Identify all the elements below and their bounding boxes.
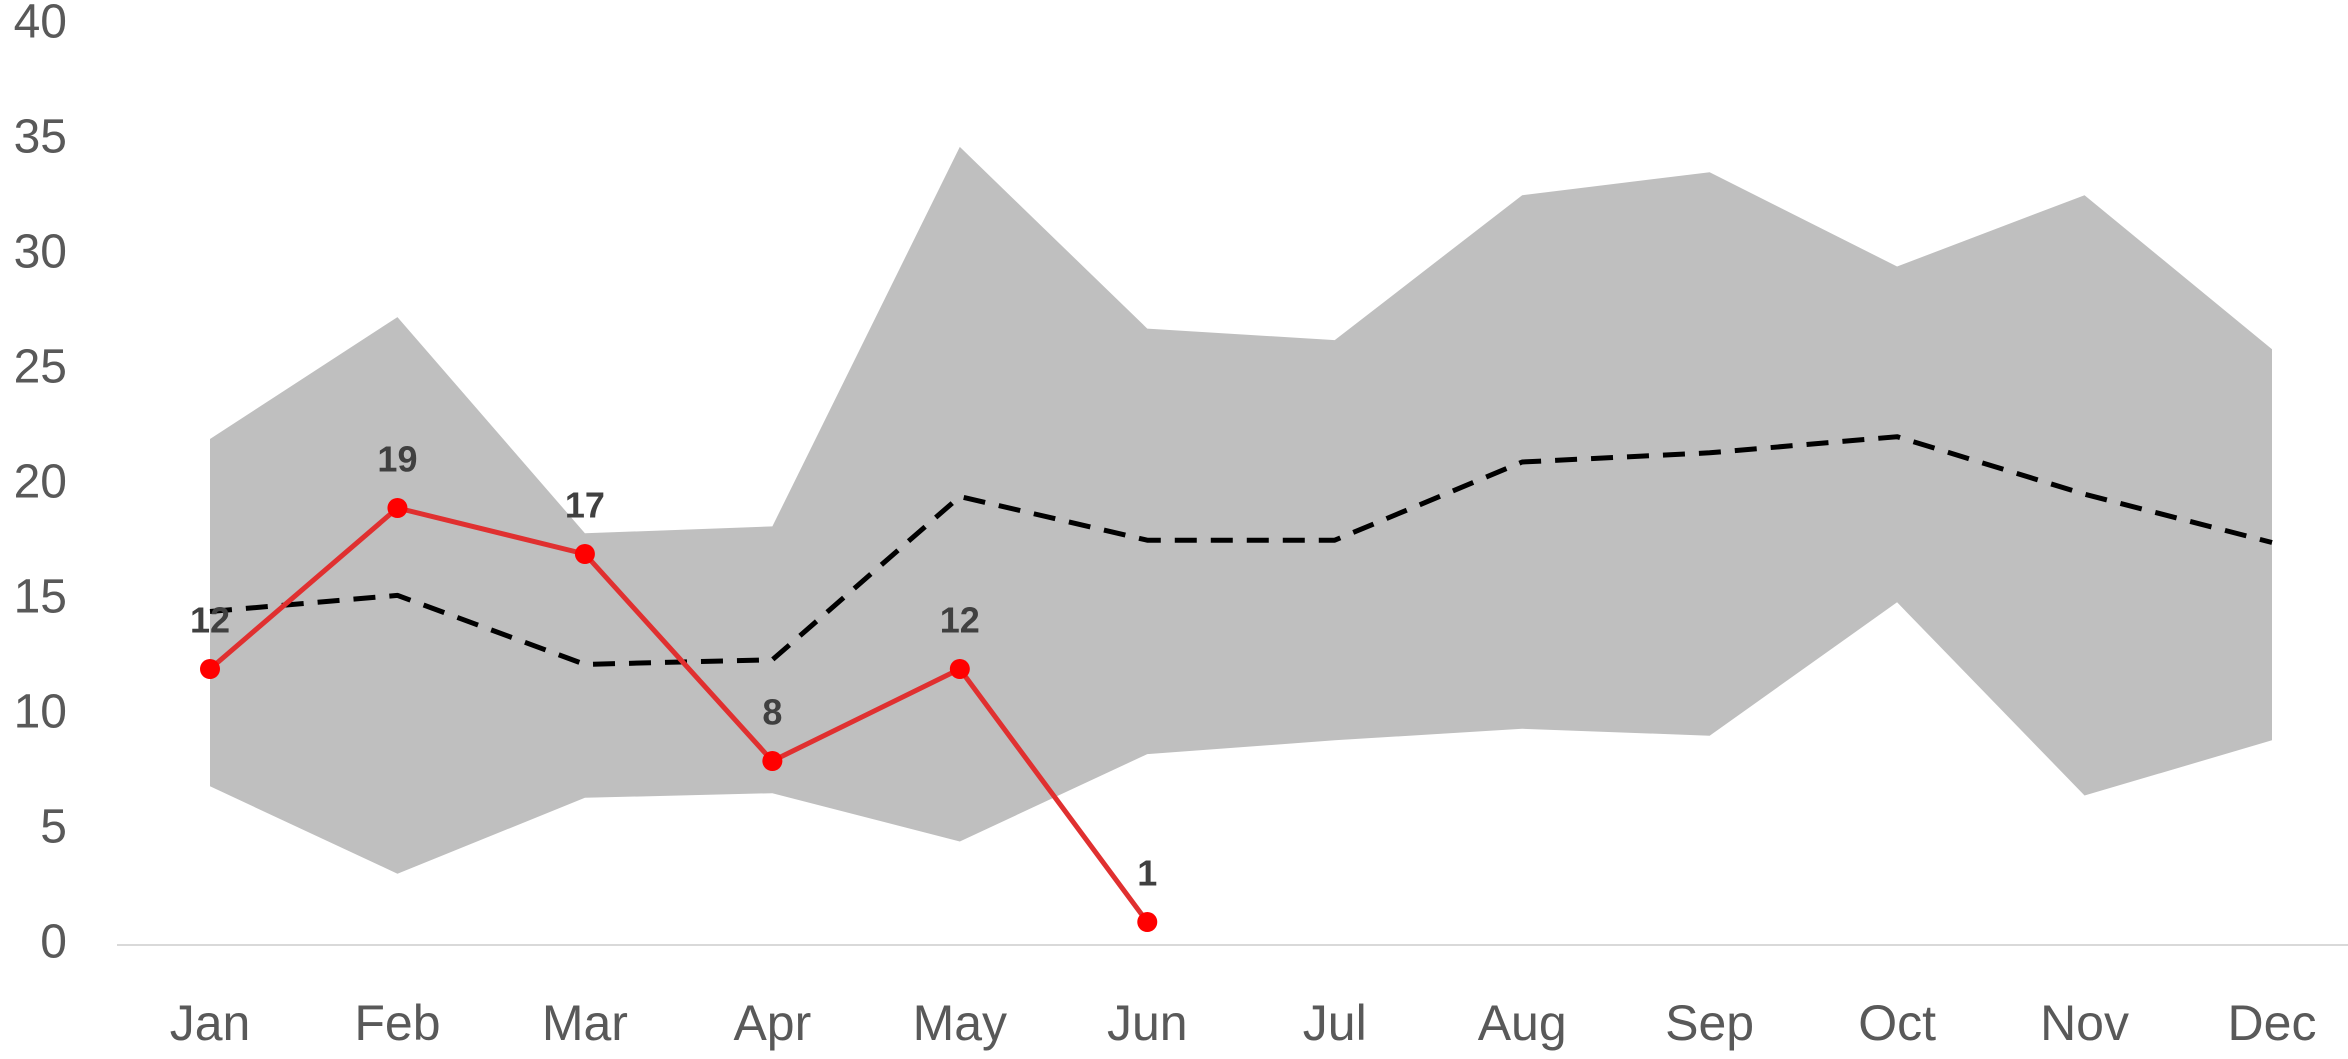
y-tick-label: 20	[14, 456, 67, 509]
x-tick-label: Sep	[1665, 995, 1754, 1051]
point	[200, 659, 220, 679]
point	[387, 498, 408, 518]
band-area	[210, 602, 2272, 945]
y-tick-label: 0	[40, 916, 67, 969]
y-tick-label: 30	[14, 226, 67, 279]
point	[762, 751, 783, 771]
x-tick-label: Jan	[170, 995, 251, 1051]
point	[1137, 912, 1158, 932]
x-tick-label: Jul	[1303, 995, 1367, 1051]
data-label: 1	[1137, 853, 1157, 894]
point	[949, 659, 970, 679]
y-tick-label: 5	[40, 801, 67, 854]
series-line	[209, 434, 2273, 667]
data-label: 19	[377, 439, 417, 480]
x-tick-label: May	[913, 995, 1007, 1051]
data-label: 8	[762, 692, 782, 733]
x-tick-label: Nov	[2040, 995, 2129, 1051]
y-tick-label: 35	[14, 111, 67, 164]
series-line	[208, 505, 1150, 924]
data-label: 17	[565, 485, 605, 526]
x-tick-label: Apr	[733, 995, 811, 1051]
y-tick-label: 15	[14, 571, 67, 624]
data-label: 12	[190, 600, 230, 641]
x-tick-label: Oct	[1858, 995, 1936, 1051]
x-tick-label: Dec	[2228, 995, 2317, 1051]
x-tick-label: Jun	[1107, 995, 1188, 1051]
x-tick-label: Feb	[354, 995, 440, 1051]
x-tick-label: Aug	[1478, 995, 1567, 1051]
point	[574, 544, 595, 564]
data-label: 12	[940, 600, 980, 641]
y-tick-label: 10	[14, 686, 67, 739]
x-tick-label: Mar	[542, 995, 628, 1051]
y-tick-label: 25	[14, 341, 67, 394]
y-tick-label: 40	[14, 0, 67, 49]
